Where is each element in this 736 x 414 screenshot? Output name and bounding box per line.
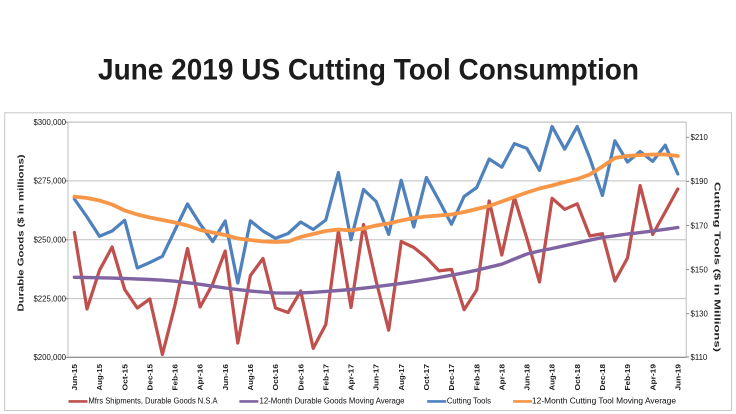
svg-text:Durable Goods ($ in millions): Durable Goods ($ in millions) <box>16 154 26 311</box>
svg-text:Jun-15: Jun-15 <box>70 363 79 390</box>
svg-text:12-Month Cutting Tool Moving A: 12-Month Cutting Tool Moving Average <box>532 397 677 406</box>
svg-text:Apr-16: Apr-16 <box>196 364 205 391</box>
svg-text:Jun-16: Jun-16 <box>221 364 230 391</box>
svg-text:Feb-19: Feb-19 <box>623 364 632 391</box>
svg-text:Apr-18: Apr-18 <box>497 364 506 391</box>
svg-text:Jun-19: Jun-19 <box>673 364 682 391</box>
svg-text:Oct-17: Oct-17 <box>422 364 431 391</box>
svg-text:Aug-17: Aug-17 <box>397 364 406 391</box>
svg-text:Apr-17: Apr-17 <box>347 364 356 391</box>
svg-text:Dec-15: Dec-15 <box>145 363 154 390</box>
svg-text:$130: $130 <box>691 310 709 319</box>
svg-text:$110: $110 <box>691 353 708 362</box>
svg-text:Oct-16: Oct-16 <box>271 364 280 391</box>
svg-text:June 2019 US Cutting Tool Cons: June 2019 US Cutting Tool Consumption <box>98 54 639 87</box>
svg-text:Aug-16: Aug-16 <box>246 364 255 391</box>
svg-text:Jun-17: Jun-17 <box>372 364 381 391</box>
svg-text:$170: $170 <box>691 221 709 230</box>
svg-text:Cutting Tools: Cutting Tools <box>447 397 491 406</box>
svg-text:Jun-18: Jun-18 <box>523 364 532 391</box>
svg-text:Aug-18: Aug-18 <box>548 364 557 391</box>
svg-text:Oct-18: Oct-18 <box>573 364 582 391</box>
svg-text:Dec-17: Dec-17 <box>447 364 456 391</box>
svg-text:12-Month Durable Goods Moving: 12-Month Durable Goods Moving Average <box>260 397 406 406</box>
svg-text:Dec-16: Dec-16 <box>296 364 305 391</box>
svg-text:Feb-18: Feb-18 <box>472 364 481 391</box>
svg-text:Dec-18: Dec-18 <box>598 364 607 391</box>
svg-text:Feb-16: Feb-16 <box>171 364 180 391</box>
svg-text:Feb-17: Feb-17 <box>321 364 330 391</box>
svg-text:$300,000: $300,000 <box>33 118 66 127</box>
svg-text:$150: $150 <box>691 265 709 274</box>
svg-text:$275,000: $275,000 <box>33 177 66 186</box>
svg-text:Oct-15: Oct-15 <box>120 363 129 390</box>
svg-text:Apr-19: Apr-19 <box>648 364 657 391</box>
svg-text:$200,000: $200,000 <box>33 353 66 362</box>
svg-text:$250,000: $250,000 <box>33 236 66 245</box>
svg-text:$210: $210 <box>691 133 709 142</box>
svg-text:Aug-15: Aug-15 <box>95 363 104 390</box>
svg-text:Mfrs Shipments, Durable Goods: Mfrs Shipments, Durable Goods N.S.A <box>89 397 219 406</box>
svg-text:$190: $190 <box>691 177 709 186</box>
svg-text:Cutting Tools ($ in Millions): Cutting Tools ($ in Millions) <box>712 182 722 352</box>
svg-text:$225,000: $225,000 <box>33 294 66 303</box>
